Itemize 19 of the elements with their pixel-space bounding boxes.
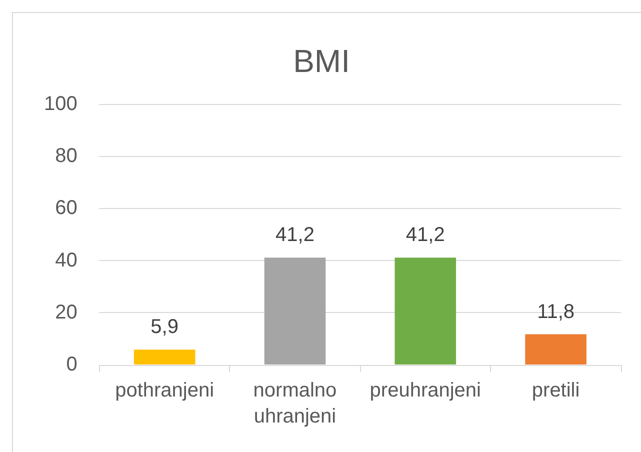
y-tick-label: 80	[55, 145, 78, 168]
bar	[134, 350, 196, 364]
data-label: 5,9	[150, 316, 178, 338]
y-tick-label: 40	[55, 249, 78, 272]
data-label: 41,2	[276, 224, 314, 246]
data-label: 11,8	[537, 300, 575, 323]
y-tick-label: 100	[44, 92, 78, 115]
x-tick-label: pothranjeni	[115, 380, 214, 402]
bar	[264, 258, 326, 364]
bar	[525, 334, 586, 364]
data-label: 41,2	[406, 224, 445, 246]
bar	[394, 258, 456, 364]
y-tick-label: 0	[66, 354, 78, 376]
chart-title: BMI	[293, 43, 350, 80]
y-tick-label: 20	[55, 301, 78, 324]
x-tick-label: pretili	[532, 380, 580, 402]
y-tick-label: 60	[55, 197, 78, 220]
x-tick-label: normalno uhranjeni	[253, 380, 337, 428]
x-tick-label: preuhranjeni	[370, 380, 481, 402]
